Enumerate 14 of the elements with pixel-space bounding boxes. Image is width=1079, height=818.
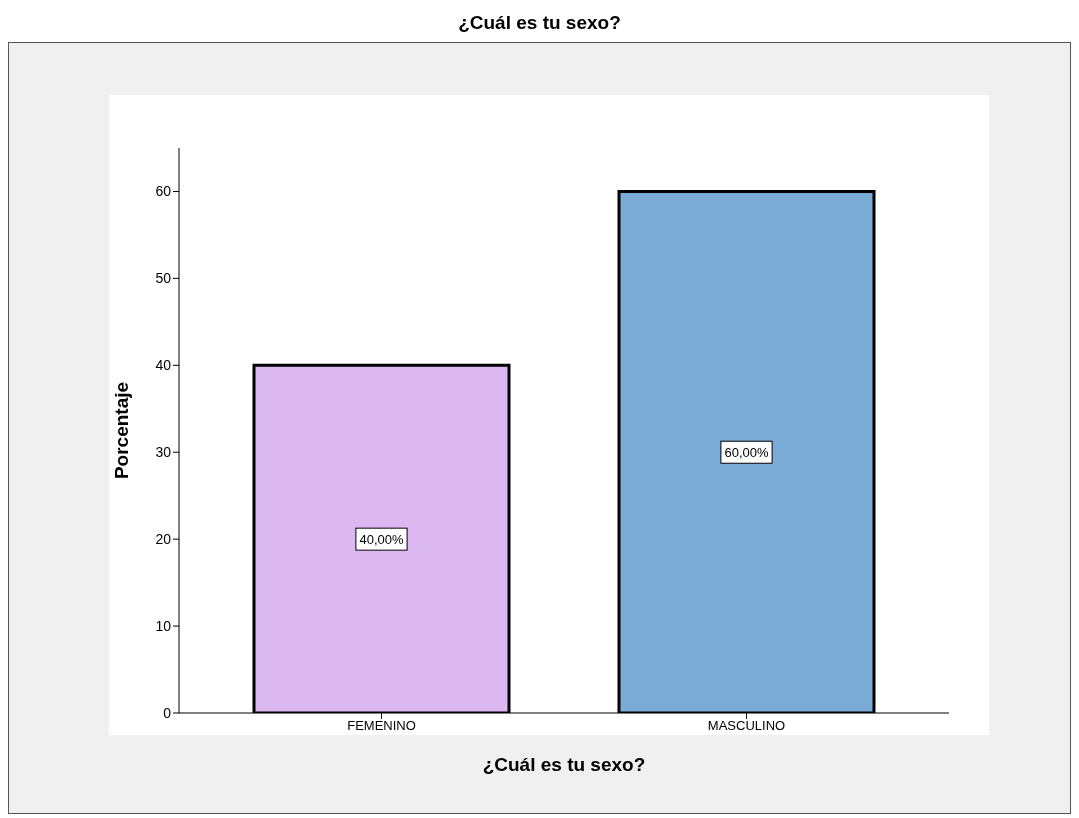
y-tick-label: 10 [155, 618, 172, 635]
y-tick-label: 60 [155, 183, 172, 200]
y-axis-title: Porcentaje [110, 381, 132, 480]
y-tick-label: 50 [155, 270, 172, 287]
data-label: 60,00% [724, 445, 769, 461]
data-label: 40,00% [359, 532, 404, 548]
y-tick-label: 30 [155, 444, 172, 461]
x-tick-label: FEMENINO [347, 718, 416, 734]
y-tick-label: 20 [155, 531, 172, 548]
x-axis-title: ¿Cuál es tu sexo? [482, 754, 646, 775]
x-tick-label: MASCULINO [707, 718, 786, 734]
y-tick-label: 40 [155, 357, 172, 374]
y-tick-label: 0 [163, 704, 172, 721]
chart-title: ¿Cuál es tu sexo? [457, 11, 622, 35]
